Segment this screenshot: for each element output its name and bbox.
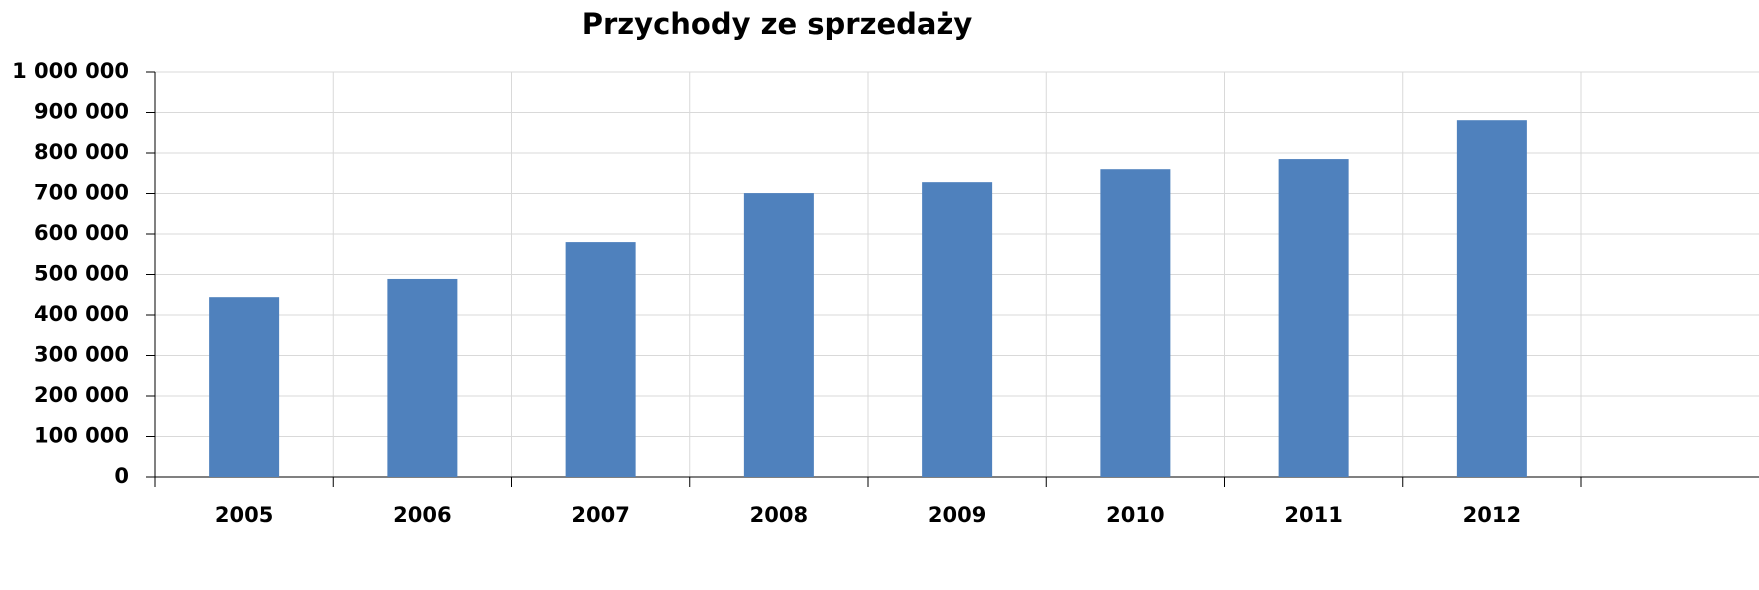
- bar: [1278, 159, 1349, 477]
- y-tick-label: 700 000: [34, 181, 129, 205]
- y-tick-label: 600 000: [34, 221, 129, 245]
- y-tick-label: 200 000: [34, 383, 129, 407]
- y-tick-label: 800 000: [34, 140, 129, 164]
- x-tick-label: 2012: [1463, 503, 1521, 527]
- y-tick-label: 1 000 000: [12, 59, 129, 83]
- bar: [922, 182, 993, 477]
- bar: [565, 242, 636, 477]
- bar: [743, 193, 814, 477]
- y-tick-label: 100 000: [34, 424, 129, 448]
- chart-title: Przychody ze sprzedaży: [582, 7, 973, 41]
- x-tick-label: 2010: [1106, 503, 1164, 527]
- x-tick-label: 2008: [750, 503, 808, 527]
- x-tick-label: 2011: [1284, 503, 1342, 527]
- x-tick-label: 2009: [928, 503, 986, 527]
- x-tick-label: 2005: [215, 503, 273, 527]
- x-tick-label: 2007: [571, 503, 629, 527]
- y-tick-label: 900 000: [34, 100, 129, 124]
- bar: [1456, 120, 1527, 477]
- x-tick-label: 2006: [393, 503, 451, 527]
- y-tick-label: 0: [114, 464, 129, 488]
- y-tick-label: 500 000: [34, 262, 129, 286]
- bar: [1100, 169, 1171, 477]
- bar: [209, 297, 280, 477]
- bar: [387, 278, 458, 477]
- y-tick-label: 400 000: [34, 302, 129, 326]
- y-tick-label: 300 000: [34, 343, 129, 367]
